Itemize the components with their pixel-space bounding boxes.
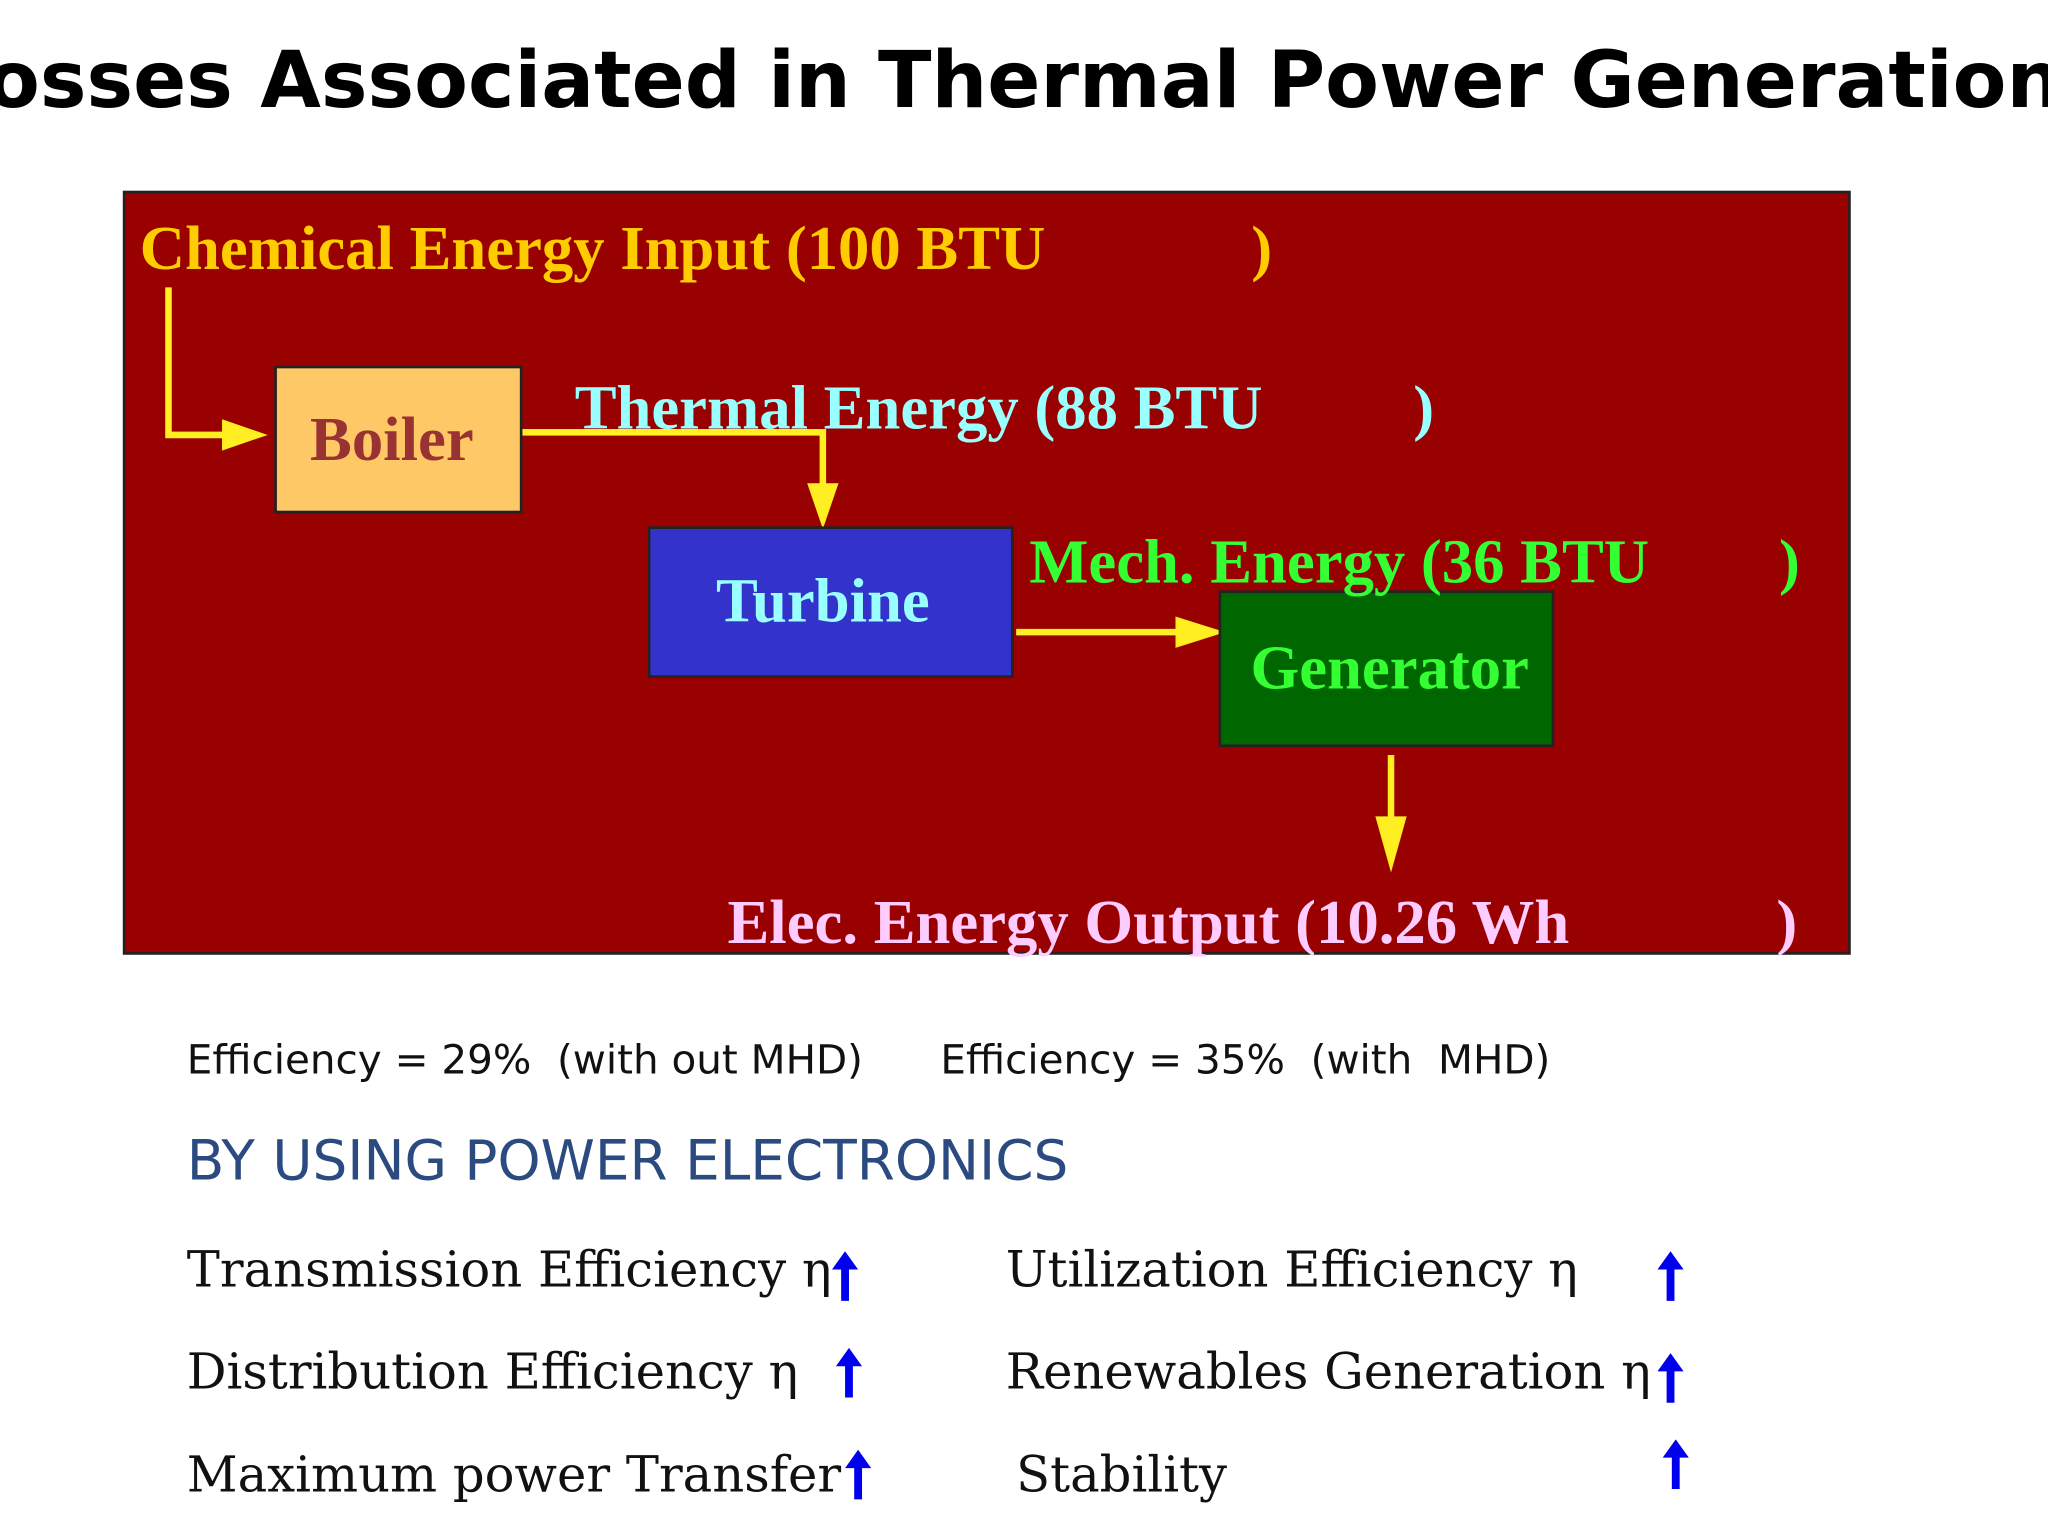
up-arrow: [1657, 1251, 1684, 1301]
boiler-label: Boiler: [310, 404, 474, 474]
thermal-label: Thermal Energy (88 BTU: [575, 372, 1263, 442]
output-label: Elec. Energy Output (10.26 Wh: [728, 887, 1570, 957]
benefit: Utilization Efficiency η: [1006, 1241, 1578, 1299]
input-label: Chemical Energy Input (100 BTU: [140, 213, 1046, 283]
arrow-head: [1375, 816, 1407, 873]
boiler-box: [274, 365, 523, 514]
arrow-head: [222, 419, 268, 451]
diagram-labels: Chemical Energy Input (100 BTU ) Boiler …: [140, 213, 1800, 957]
up-arrow: [1657, 1353, 1684, 1403]
thermal-close: ): [1413, 372, 1434, 442]
heading: BY USING POWER ELECTRONICS: [187, 1128, 1069, 1192]
benefit: Stability: [1016, 1446, 1227, 1504]
flow-arrows: [165, 287, 1407, 873]
generator-label: Generator: [1250, 632, 1528, 702]
arrow: [521, 429, 827, 503]
generator-box: [1218, 590, 1555, 748]
output-close: ): [1776, 887, 1797, 957]
mechanical-label: Mech. Energy (36 BTU: [1029, 527, 1649, 597]
arrow-head: [1175, 616, 1226, 648]
turbine-box: [647, 526, 1014, 678]
arrow: [165, 287, 242, 439]
input-close: ): [1251, 213, 1272, 283]
benefit: Transmission Efficiency η: [187, 1241, 832, 1299]
benefits: Transmission Efficiency η Distribution E…: [187, 1241, 1651, 1504]
turbine-label: Turbine: [716, 566, 930, 636]
title: Losses Associated in Thermal Power Gener…: [0, 35, 2048, 126]
efficiency-note: Efficiency = 29% (with out MHD): [187, 1036, 863, 1084]
up-arrow: [1662, 1439, 1689, 1489]
benefit: Distribution Efficiency η: [187, 1342, 799, 1400]
up-arrow: [832, 1251, 859, 1301]
benefit: Renewables Generation η: [1006, 1342, 1651, 1400]
mechanical-close: ): [1779, 527, 1800, 597]
up-arrow: [835, 1347, 863, 1398]
up-arrow: [845, 1449, 872, 1500]
benefit: Maximum power Transfer: [187, 1446, 842, 1504]
up-arrows: [832, 1251, 1689, 1500]
arrow-head: [807, 483, 839, 529]
efficiency-note: Efficiency = 35% (with MHD): [940, 1036, 1550, 1084]
